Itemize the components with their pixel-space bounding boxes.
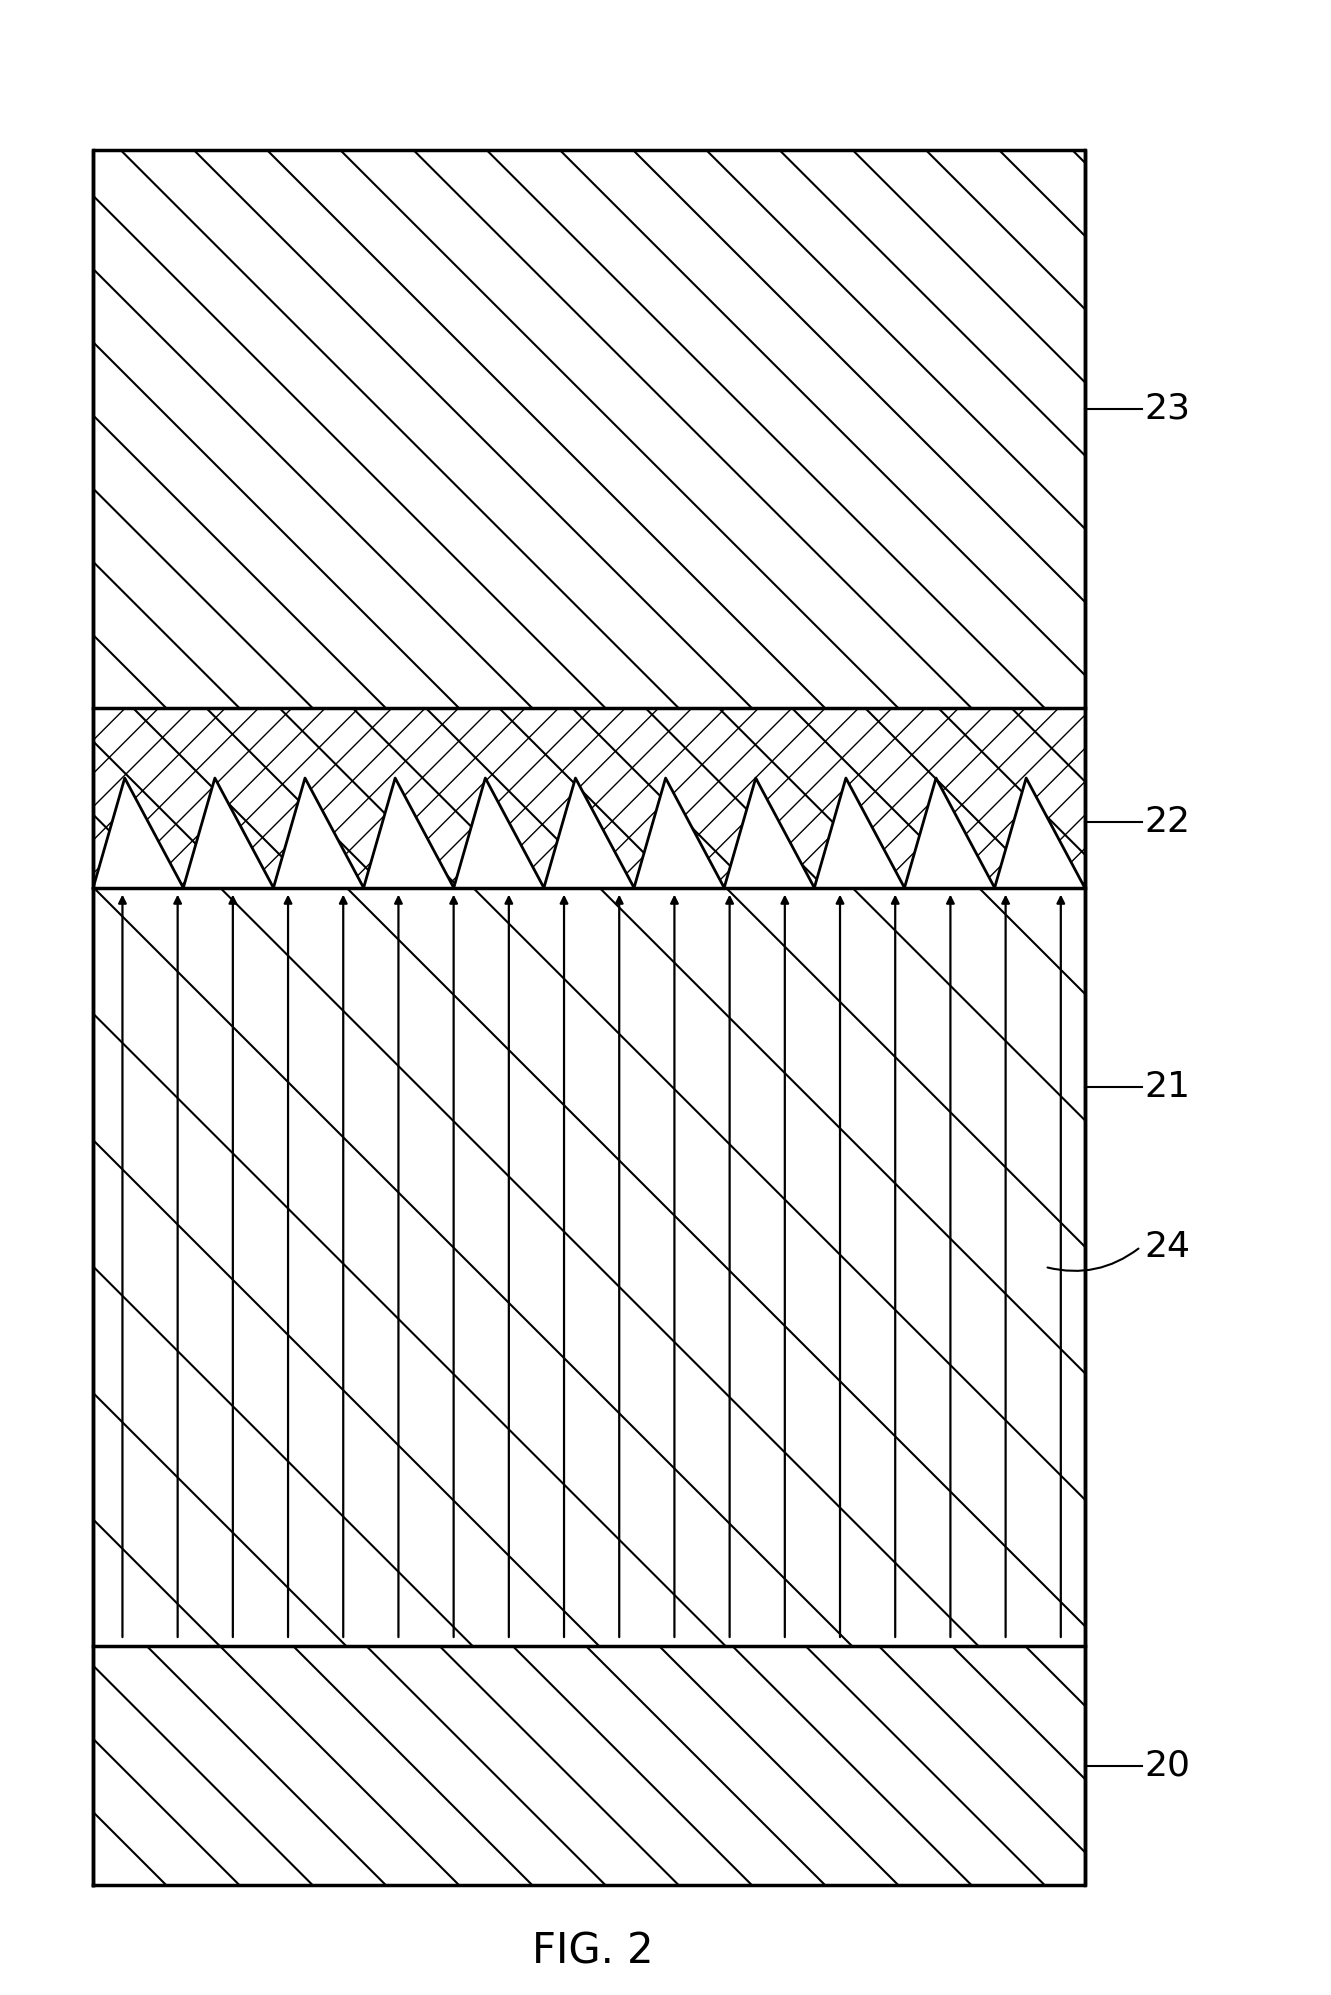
Polygon shape: [93, 888, 1085, 1646]
Text: 20: 20: [1145, 1748, 1191, 1784]
Polygon shape: [93, 1646, 1085, 1885]
Polygon shape: [93, 708, 1085, 888]
Text: 21: 21: [1145, 1069, 1191, 1105]
Polygon shape: [93, 150, 1085, 708]
Text: 24: 24: [1145, 1229, 1191, 1265]
Text: 23: 23: [1145, 391, 1191, 427]
Polygon shape: [93, 150, 1085, 1885]
Text: FIG. 2: FIG. 2: [531, 1929, 654, 1973]
Polygon shape: [93, 708, 1085, 888]
Text: 22: 22: [1145, 804, 1191, 840]
